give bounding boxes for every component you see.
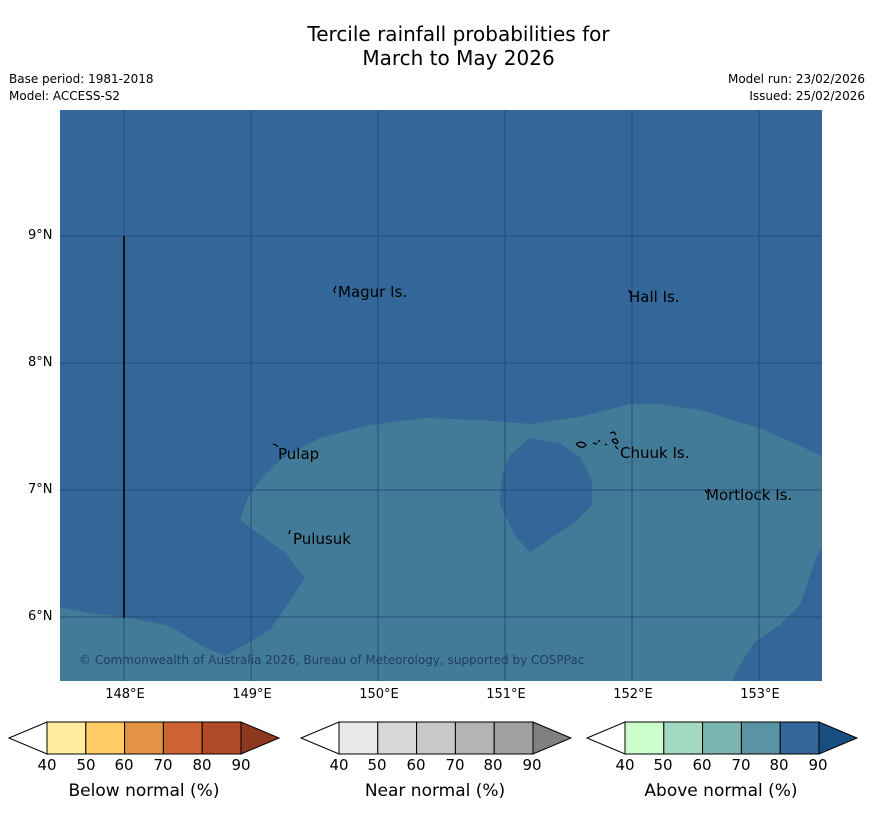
issued-date: Issued: 25/02/2026 <box>749 89 865 103</box>
islands <box>272 285 708 535</box>
legend-extension-low <box>299 721 340 755</box>
legend-below-tick-60: 60 <box>114 756 134 774</box>
legend-swatch <box>416 721 456 755</box>
legend-extension-low <box>7 721 48 755</box>
model-run: Model run: 23/02/2026 <box>727 72 865 86</box>
place-magur: Magur Is. <box>338 283 408 301</box>
pulap-island-outline <box>272 443 279 448</box>
x-label-149e: 149°E <box>232 687 272 702</box>
title-line-2: March to May 2026 <box>362 46 555 70</box>
legend-near-tick-50: 50 <box>367 756 387 774</box>
x-label-150e: 150°E <box>359 687 399 702</box>
legend-swatch <box>663 721 704 755</box>
map-area[interactable]: Magur Is. Hall Is. Pulap Chuuk Is. Mortl… <box>60 110 822 681</box>
legend-swatch <box>740 721 781 755</box>
place-pulusuk: Pulusuk <box>293 530 351 548</box>
legend-near-tick-40: 40 <box>329 756 349 774</box>
base-period: Base period: 1981-2018 <box>9 72 154 86</box>
place-pulap: Pulap <box>278 445 320 463</box>
legend-above-normal <box>585 721 859 755</box>
model-name: Model: ACCESS-S2 <box>9 89 121 103</box>
legend-near-tick-70: 70 <box>445 756 465 774</box>
gridlines <box>60 110 822 681</box>
legend-above-tick-60: 60 <box>692 756 712 774</box>
legend-above-tick-90: 90 <box>808 756 828 774</box>
meta-right: Model run: 23/02/2026 Issued: 25/02/2026 <box>728 71 865 105</box>
place-mortlock: Mortlock Is. <box>706 486 793 504</box>
legend-below-tick-50: 50 <box>76 756 96 774</box>
pulusuk-island-outline <box>288 529 291 535</box>
legend-below-label: Below normal (%) <box>68 781 220 801</box>
hall-island-outline <box>628 289 631 294</box>
legend-swatch <box>779 721 820 755</box>
legend-above-label: Above normal (%) <box>644 781 798 801</box>
legend-below-tick-40: 40 <box>37 756 57 774</box>
probability-region-80-pocket <box>500 438 592 553</box>
chuuk-island-outline <box>575 431 619 450</box>
y-label-8n: 8°N <box>28 355 53 370</box>
y-label-6n: 6°N <box>28 609 53 624</box>
legend-swatch <box>85 721 126 755</box>
legend-swatch <box>624 721 665 755</box>
legend-above-tick-40: 40 <box>615 756 635 774</box>
legend-above-tick-80: 80 <box>769 756 789 774</box>
legend-swatch <box>124 721 164 755</box>
legend-swatch <box>162 721 203 755</box>
legend-above-tick-70: 70 <box>731 756 751 774</box>
x-label-148e: 148°E <box>105 687 145 702</box>
legend-extension-high <box>818 721 859 755</box>
legend-colorbars <box>7 721 859 755</box>
legend-swatch <box>201 721 242 755</box>
x-label-152e: 152°E <box>613 687 653 702</box>
meta-left: Base period: 1981-2018 Model: ACCESS-S2 <box>9 71 154 105</box>
legend-swatch <box>493 721 534 755</box>
probability-region-70 <box>60 404 822 681</box>
x-label-151e: 151°E <box>486 687 526 702</box>
probability-region-80-corner <box>732 550 822 681</box>
legend-near-tick-60: 60 <box>406 756 426 774</box>
y-label-9n: 9°N <box>28 228 53 243</box>
map-layer <box>60 110 822 681</box>
x-label-153e: 153°E <box>740 687 780 702</box>
chart-title: Tercile rainfall probabilities for March… <box>0 22 873 70</box>
magur-island-outline <box>333 285 337 294</box>
legend-above-tick-50: 50 <box>653 756 673 774</box>
legend-swatch <box>702 721 742 755</box>
legend-extension-high <box>532 721 573 755</box>
legend-below-tick-70: 70 <box>153 756 173 774</box>
legend-below-tick-80: 80 <box>192 756 212 774</box>
legend-swatch <box>46 721 87 755</box>
place-hall: Hall Is. <box>629 288 680 306</box>
legend-swatch <box>377 721 418 755</box>
legend-swatch <box>454 721 495 755</box>
legend-below-tick-90: 90 <box>231 756 251 774</box>
mortlock-island-outline <box>704 489 708 494</box>
legend-extension-low <box>585 721 626 755</box>
legend-near-normal <box>299 721 573 755</box>
title-line-1: Tercile rainfall probabilities for <box>307 22 610 46</box>
y-label-7n: 7°N <box>28 482 53 497</box>
copyright-notice: © Commonwealth of Australia 2026, Bureau… <box>79 653 585 667</box>
legend-near-tick-80: 80 <box>483 756 503 774</box>
place-chuuk: Chuuk Is. <box>620 444 690 462</box>
legend-near-tick-90: 90 <box>522 756 542 774</box>
legend-swatch <box>338 721 379 755</box>
legend-near-label: Near normal (%) <box>364 781 506 801</box>
legend-below-normal <box>7 721 281 755</box>
legend-extension-high <box>240 721 281 755</box>
